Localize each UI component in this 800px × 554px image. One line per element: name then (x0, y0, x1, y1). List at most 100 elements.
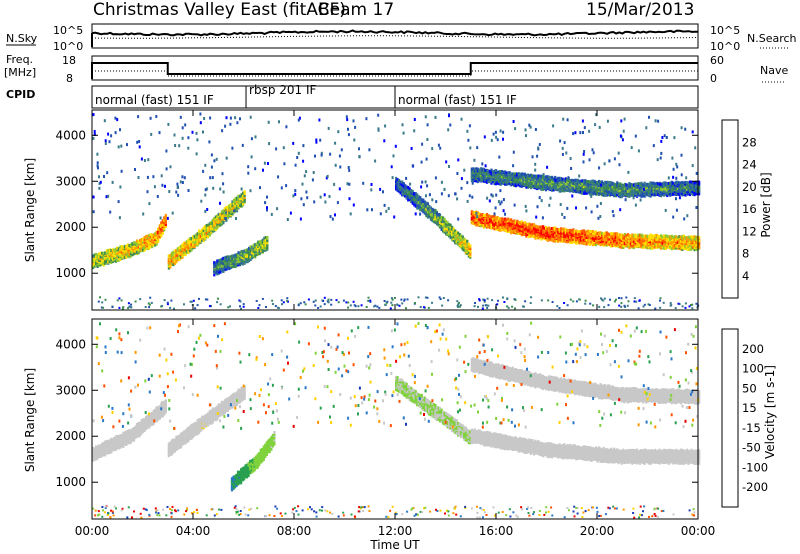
echo-cell (149, 241, 152, 245)
echo-cell (463, 247, 466, 251)
echo-cell (213, 224, 216, 228)
echo-cell (619, 235, 622, 239)
echo-cell (496, 221, 499, 225)
echo-cell (443, 217, 446, 221)
echo-cell (599, 238, 602, 242)
echo-cell (566, 185, 569, 189)
echo-cell (523, 174, 526, 178)
echo-cell (581, 229, 584, 233)
echo-cell (169, 263, 172, 267)
echo-cell (627, 170, 630, 174)
echo-cell (179, 180, 182, 184)
echo-cell (540, 177, 543, 181)
echo-cell (158, 226, 161, 230)
echo-cell (252, 247, 255, 251)
echo-cell (193, 245, 196, 249)
echo-cell (596, 190, 599, 194)
echo-cell (590, 238, 593, 242)
echo-cell (101, 253, 104, 257)
echo-cell (487, 225, 490, 229)
echo-cell (652, 192, 655, 196)
echo-cell (648, 182, 651, 186)
echo-cell (546, 235, 549, 239)
echo-cell (661, 235, 664, 239)
echo-cell (251, 256, 254, 260)
echo-cell (234, 265, 237, 269)
echo-cell (468, 124, 471, 128)
echo-cell (534, 184, 537, 188)
echo-cell (593, 230, 596, 234)
echo-cell (522, 172, 525, 176)
echo-cell (508, 177, 511, 181)
echo-cell (672, 181, 675, 185)
echo-cell (98, 255, 101, 259)
echo-cell (607, 180, 610, 184)
echo-cell (96, 161, 99, 165)
echo-cell (508, 228, 511, 232)
echo-cell (535, 184, 539, 188)
echo-cell (142, 244, 145, 248)
echo-cell (501, 223, 504, 227)
echo-cell (654, 234, 657, 238)
echo-cell (635, 242, 639, 246)
echo-cell (151, 233, 154, 237)
echo-cell (501, 179, 504, 183)
echo-cell (120, 256, 123, 260)
echo-cell (590, 240, 593, 244)
echo-cell (543, 175, 546, 179)
echo-cell (99, 255, 102, 259)
echo-cell (161, 228, 164, 232)
echo-cell (667, 235, 670, 239)
echo-cell (538, 225, 542, 229)
echo-cell (657, 193, 660, 196)
echo-cell (487, 220, 490, 224)
echo-cell (626, 238, 629, 241)
echo-cell (669, 191, 672, 195)
echo-cell (663, 191, 666, 195)
echo-cell (490, 225, 493, 229)
echo-cell (517, 183, 520, 187)
echo-cell (261, 249, 264, 253)
echo-cell (235, 209, 239, 213)
echo-cell (620, 183, 623, 187)
echo-cell (347, 133, 350, 137)
echo-cell (398, 187, 401, 191)
echo-cell (446, 230, 449, 234)
echo-cell (526, 179, 529, 183)
echo-cell (632, 186, 636, 190)
echo-cell (695, 237, 698, 241)
echo-cell (445, 229, 448, 233)
echo-cell (148, 235, 151, 239)
echo-cell (675, 185, 678, 189)
echo-cell (510, 230, 513, 234)
echo-cell (482, 173, 486, 177)
echo-cell (641, 194, 645, 198)
echo-cell (176, 258, 179, 262)
echo-cell (264, 247, 267, 251)
echo-cell (404, 189, 407, 192)
echo-cell (638, 233, 642, 237)
echo-cell (610, 237, 613, 241)
echo-cell (264, 237, 267, 241)
echo-cell (587, 233, 590, 237)
echo-cell (434, 217, 437, 220)
echo-cell (240, 197, 243, 201)
echo-cell (234, 263, 237, 267)
echo-cell (546, 237, 549, 241)
echo-cell (495, 216, 498, 220)
echo-cell (426, 206, 429, 210)
echo-cell (582, 183, 586, 187)
echo-cell (207, 226, 210, 230)
echo-cell (470, 211, 473, 215)
echo-cell (555, 236, 558, 240)
echo-cell (457, 234, 460, 238)
echo-cell (239, 251, 242, 255)
echo-cell (658, 244, 661, 248)
echo-cell (690, 240, 693, 244)
echo-cell (607, 183, 610, 187)
echo-cell (638, 243, 642, 247)
echo-cell (207, 229, 210, 233)
echo-cell (413, 197, 416, 201)
echo-cell (685, 240, 689, 244)
echo-cell (495, 221, 498, 225)
